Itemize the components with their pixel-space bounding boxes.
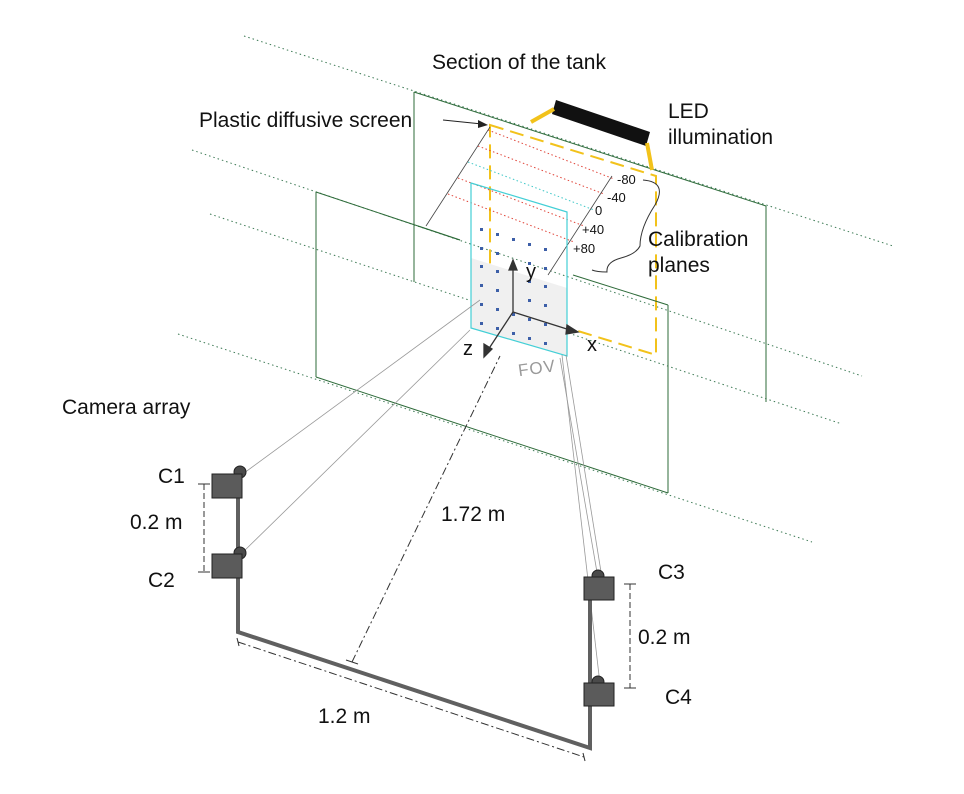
dimension-label-left: 0.2 m xyxy=(130,511,183,534)
calibration-dot-grid xyxy=(480,228,547,345)
calibration-label-line2: planes xyxy=(648,254,710,277)
dimension-label-baseline: 1.2 m xyxy=(318,705,371,728)
led-frame-right xyxy=(645,142,654,171)
led-label-line2: illumination xyxy=(668,126,773,149)
plane-label-minus-40: -40 xyxy=(607,190,626,205)
dimension-label-right: 0.2 m xyxy=(638,626,691,649)
camera-c3 xyxy=(583,569,615,601)
camera-rig-frame xyxy=(236,480,592,751)
camera-c2 xyxy=(211,546,247,579)
distance-dimension-line xyxy=(351,355,501,663)
calibration-plane-labels: -80 -40 0 +40 +80 xyxy=(573,172,636,256)
screen-label: Plastic diffusive screen xyxy=(199,109,412,132)
tank-front-wall xyxy=(315,191,669,494)
section-title: Section of the tank xyxy=(432,51,606,74)
fov-label: FOV xyxy=(517,356,557,380)
calibration-planes xyxy=(447,129,615,243)
plane-label-plus-80: +80 xyxy=(573,241,595,256)
axis-label-z: z xyxy=(463,338,473,360)
axis-label-x: x xyxy=(587,334,597,356)
led-bar xyxy=(552,100,650,146)
calibration-brace xyxy=(591,179,660,273)
led-label-line1: LED xyxy=(668,100,709,123)
illumination-frame xyxy=(489,123,657,357)
camera-label-c3: C3 xyxy=(658,561,685,584)
tank-back-wall xyxy=(413,91,767,402)
tank-extension-lines xyxy=(177,35,894,543)
plane-label-plus-40: +40 xyxy=(582,222,604,237)
baseline-dimension xyxy=(236,637,586,762)
camera-label-c1: C1 xyxy=(158,465,185,488)
fov-region xyxy=(470,182,568,357)
dimension-label-distance: 1.72 m xyxy=(441,503,505,526)
led-frame xyxy=(530,107,555,124)
vertical-dimension-left xyxy=(198,483,210,573)
camera-sight-lines xyxy=(239,299,603,685)
camera-label-c4: C4 xyxy=(665,686,692,709)
axis-label-y: y xyxy=(526,261,536,283)
screen-diagonal-right xyxy=(547,175,613,276)
plane-label-0: 0 xyxy=(595,203,602,218)
camera-c4 xyxy=(583,675,615,707)
camera-label-c2: C2 xyxy=(148,569,175,592)
screen-pointer xyxy=(442,119,488,128)
led-illumination xyxy=(530,100,654,171)
distance-dimension-tick xyxy=(345,659,359,665)
camera-array-label: Camera array xyxy=(62,396,191,419)
coordinate-axes xyxy=(483,258,580,359)
camera-c1 xyxy=(211,465,247,499)
calibration-label-line1: Calibration xyxy=(648,228,748,251)
screen-diagonal xyxy=(425,126,491,227)
plane-label-minus-80: -80 xyxy=(617,172,636,187)
vertical-dimension-right xyxy=(624,583,636,689)
